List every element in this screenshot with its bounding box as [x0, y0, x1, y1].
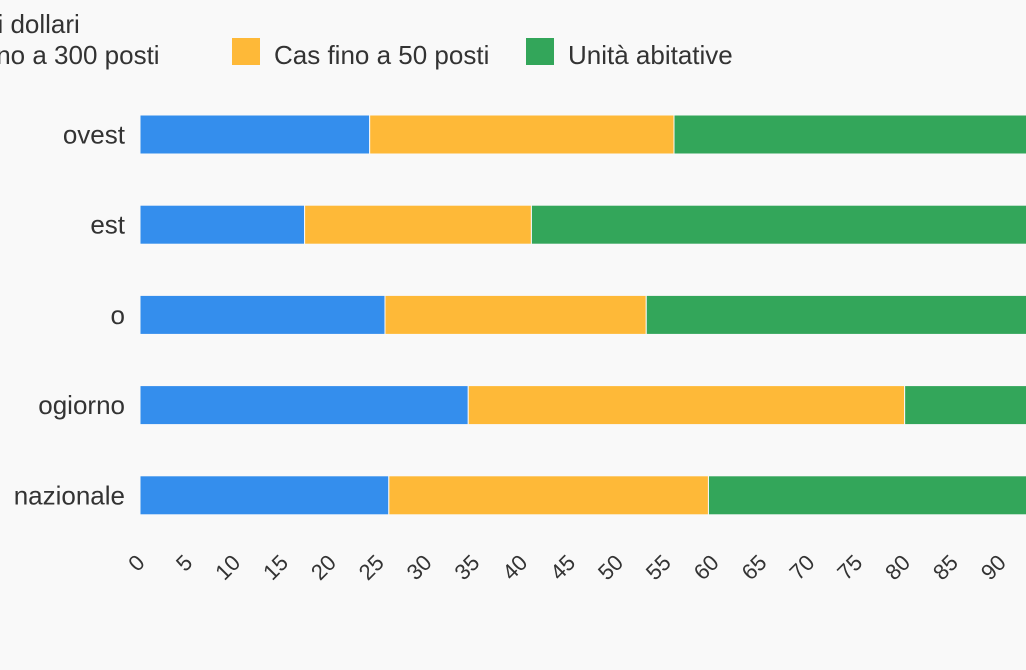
x-tick-label: 25	[354, 550, 389, 585]
legend-label-1: s fino a 300 posti	[0, 40, 160, 70]
bar-segment	[384, 294, 647, 335]
category-label: o	[111, 300, 125, 330]
bar-segment	[530, 204, 1026, 245]
bar-segment	[304, 204, 532, 245]
x-tick-label: 35	[449, 550, 484, 585]
x-tick-label: 85	[928, 550, 963, 585]
bar-segment	[645, 294, 1026, 335]
x-tick-label: 90	[976, 550, 1011, 585]
bar-segment	[673, 114, 1026, 155]
x-axis-ticks: 0 5 10 15 20 25 30 35 40 45 50 55 60 65 70 75 80 85 90	[123, 550, 1011, 585]
legend-swatch-3	[526, 38, 554, 65]
bar-segment	[139, 475, 390, 516]
bar-segment	[904, 385, 1026, 426]
x-tick-label: 10	[210, 550, 245, 585]
x-tick-label: 80	[880, 550, 915, 585]
bar-segment	[139, 385, 469, 426]
legend-swatch-2	[232, 38, 260, 65]
x-tick-label: 0	[123, 550, 149, 576]
x-tick-label: 5	[171, 550, 197, 576]
category-label: ogiorno	[38, 390, 125, 420]
legend-label-2: Cas fino a 50 posti	[274, 40, 489, 70]
bar-segment	[388, 475, 709, 516]
bar-segment	[139, 294, 386, 335]
category-label: est	[90, 210, 125, 240]
x-tick-label: 65	[737, 550, 772, 585]
legend-label-3: Unità abitative	[568, 40, 733, 70]
bar-segment	[139, 204, 306, 245]
bar-segment	[707, 475, 1026, 516]
x-tick-label: 60	[689, 550, 724, 585]
category-label: ovest	[63, 120, 126, 150]
category-labels: ovest est o ogiorno nazionale	[14, 120, 126, 511]
bar-segment	[467, 385, 906, 426]
x-tick-label: 45	[545, 550, 580, 585]
x-tick-label: 75	[832, 550, 867, 585]
x-tick-label: 70	[784, 550, 819, 585]
bars	[139, 114, 1026, 516]
bar-segment	[369, 114, 675, 155]
bar-segment	[139, 114, 371, 155]
x-tick-label: 55	[641, 550, 676, 585]
category-label: nazionale	[14, 480, 125, 510]
chart-title: i di dollari	[0, 9, 80, 39]
x-tick-label: 15	[258, 550, 293, 585]
legend: s fino a 300 posti Cas fino a 50 posti Uni…	[0, 38, 733, 70]
x-tick-label: 50	[593, 550, 628, 585]
x-tick-label: 20	[306, 550, 341, 585]
x-tick-label: 30	[402, 550, 437, 585]
x-tick-label: 40	[497, 550, 532, 585]
